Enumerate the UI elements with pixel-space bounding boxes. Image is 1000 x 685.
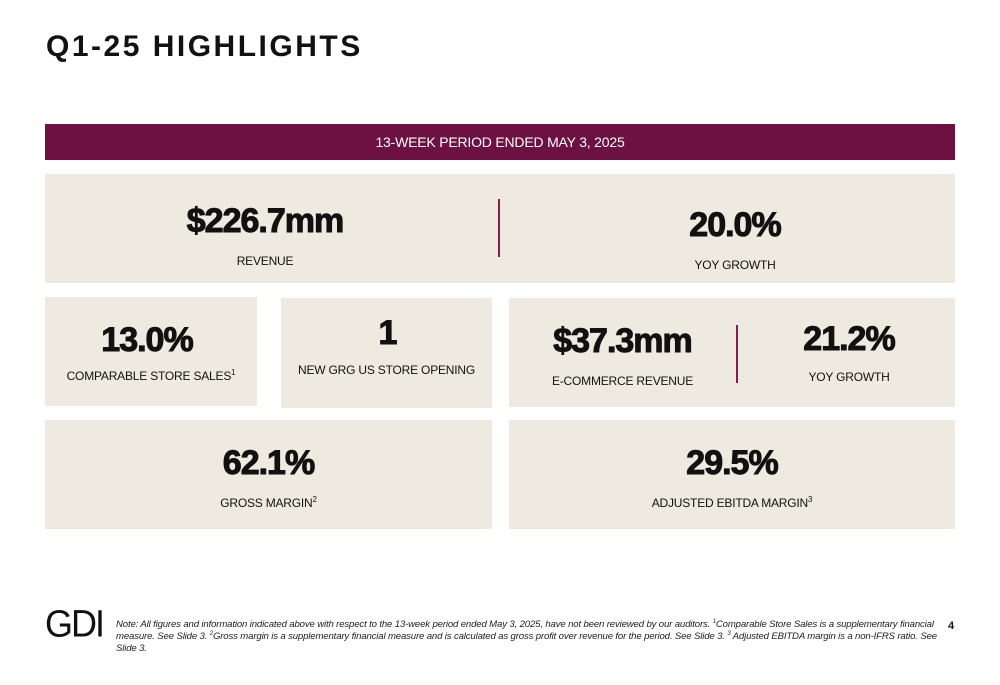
revenue-growth-section: 20.0% YOY GROWTH bbox=[515, 174, 955, 283]
store-opening-panel: 1 NEW GRG US STORE OPENING bbox=[281, 298, 492, 408]
footnote-ref-1: 1 bbox=[712, 618, 716, 625]
gross-margin-value: 62.1% bbox=[222, 444, 315, 483]
revenue-label: REVENUE bbox=[236, 254, 294, 268]
ebitda-margin-label-text: ADJUSTED EBITDA MARGIN bbox=[651, 496, 809, 510]
gross-margin-label: GROSS MARGIN2 bbox=[45, 495, 492, 511]
ecommerce-growth-label: YOY GROWTH bbox=[808, 370, 890, 384]
footnote-ref-2: 2 bbox=[209, 630, 213, 637]
comparable-store-sales-value: 13.0% bbox=[101, 321, 194, 360]
footnote-3-marker: 3 bbox=[808, 495, 813, 504]
footnote-ref-3: 3 bbox=[727, 630, 731, 637]
ecommerce-revenue-value: $37.3mm bbox=[553, 322, 694, 361]
ecommerce-growth-value: 21.2% bbox=[803, 320, 896, 359]
gross-margin-label-text: GROSS MARGIN bbox=[220, 496, 313, 510]
revenue-panel: $226.7mm REVENUE 20.0% YOY GROWTH bbox=[45, 174, 955, 283]
revenue-growth-value: 20.0% bbox=[689, 206, 782, 245]
revenue-section: $226.7mm REVENUE bbox=[45, 174, 485, 283]
footnote-1-marker: 1 bbox=[231, 368, 236, 377]
gdi-logo: GDI bbox=[45, 601, 105, 645]
store-opening-value: 1 bbox=[378, 314, 398, 353]
revenue-growth-label: YOY GROWTH bbox=[694, 258, 776, 272]
ecommerce-divider bbox=[736, 325, 738, 383]
comparable-store-sales-label: COMPARABLE STORE SALES1 bbox=[45, 368, 257, 384]
footnote-part-2: Comparable Store Sales is a supplementar… bbox=[116, 619, 934, 642]
ecommerce-panel: $37.3mm E-COMMERCE REVENUE 21.2% YOY GRO… bbox=[509, 298, 955, 407]
ebitda-margin-panel: 29.5% ADJUSTED EBITDA MARGIN3 bbox=[509, 420, 955, 529]
ecommerce-growth-section: 21.2% YOY GROWTH bbox=[749, 298, 949, 407]
footnote-part-4: Adjusted EBITDA margin is a non-IFRS rat… bbox=[116, 631, 937, 654]
footnote-part-3: Gross margin is a supplementary financia… bbox=[212, 631, 728, 642]
footnote-text: Note: All figures and information indica… bbox=[116, 619, 938, 655]
ecommerce-revenue-section: $37.3mm E-COMMERCE REVENUE bbox=[509, 298, 736, 407]
footnote-2-marker: 2 bbox=[312, 495, 317, 504]
ecommerce-revenue-label: E-COMMERCE REVENUE bbox=[551, 374, 694, 388]
comparable-store-sales-panel: 13.0% COMPARABLE STORE SALES1 bbox=[45, 297, 257, 406]
period-banner: 13-WEEK PERIOD ENDED MAY 3, 2025 bbox=[45, 124, 955, 160]
footnote-part-1: Note: All figures and information indica… bbox=[116, 619, 713, 630]
store-opening-label: NEW GRG US STORE OPENING bbox=[298, 363, 475, 377]
comparable-store-sales-label-text: COMPARABLE STORE SALES bbox=[66, 369, 232, 383]
revenue-divider bbox=[498, 199, 500, 257]
gross-margin-panel: 62.1% GROSS MARGIN2 bbox=[45, 420, 492, 529]
ebitda-margin-value: 29.5% bbox=[686, 444, 779, 483]
page-number: 4 bbox=[948, 620, 955, 632]
page-title: Q1-25 HIGHLIGHTS bbox=[46, 30, 363, 63]
ebitda-margin-label: ADJUSTED EBITDA MARGIN3 bbox=[509, 495, 955, 511]
revenue-value: $226.7mm bbox=[186, 202, 344, 241]
